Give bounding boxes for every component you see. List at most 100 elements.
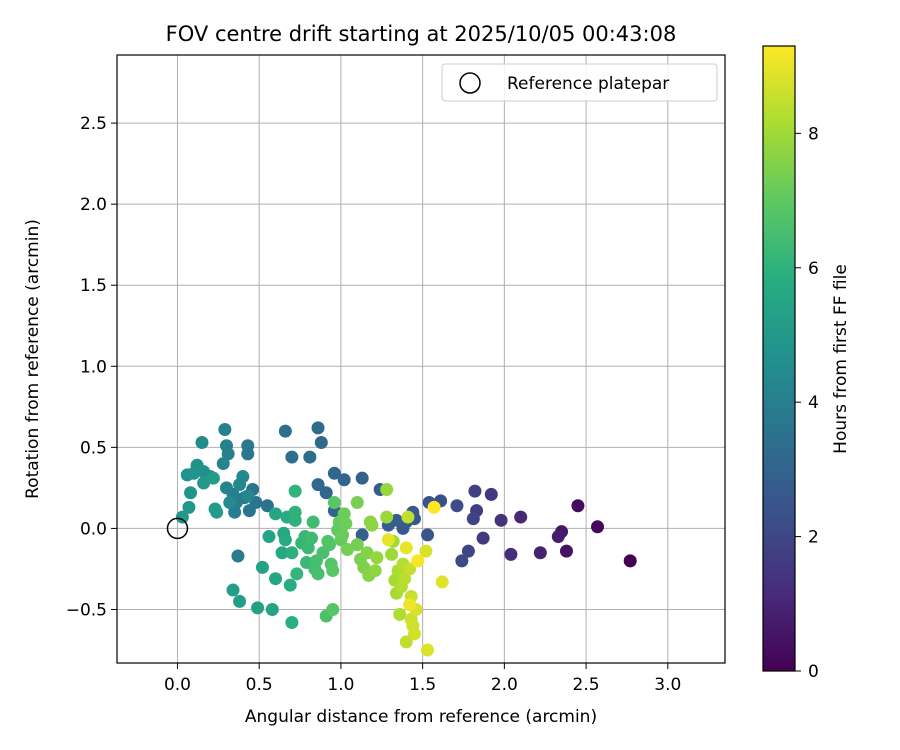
data-point (504, 547, 518, 561)
data-point (290, 567, 304, 581)
data-point (195, 435, 209, 449)
data-point (461, 544, 475, 558)
data-point (326, 564, 340, 578)
data-point (399, 541, 413, 555)
x-axis-label: Angular distance from reference (arcmin) (245, 707, 597, 727)
data-point (355, 471, 369, 485)
data-point (206, 471, 220, 485)
data-point (484, 487, 498, 501)
data-point (285, 450, 299, 464)
colorbar-ticks: 0 2 4 6 8 (795, 124, 819, 682)
data-point (262, 530, 276, 544)
y-tick-label: 0.5 (80, 438, 107, 458)
data-point (435, 575, 449, 589)
data-point (275, 546, 289, 560)
data-point (365, 518, 379, 532)
data-point (591, 520, 605, 534)
data-point (450, 499, 464, 513)
data-point (311, 567, 325, 581)
data-point (184, 486, 198, 500)
data-point (241, 489, 255, 503)
data-point (398, 572, 412, 586)
data-point (399, 635, 413, 649)
data-point (303, 450, 317, 464)
data-point (401, 510, 415, 524)
data-point (403, 598, 417, 612)
y-tick-label: 0.0 (80, 519, 107, 539)
data-point (278, 424, 292, 438)
data-point (175, 510, 189, 524)
data-point (419, 544, 433, 558)
data-point (380, 510, 394, 524)
data-point (285, 615, 299, 629)
y-tick-label: 2.5 (80, 114, 107, 134)
data-point (385, 547, 399, 561)
data-point (288, 505, 302, 519)
data-point (182, 500, 196, 514)
data-point (571, 499, 585, 513)
x-tick-label: 1.0 (327, 675, 354, 695)
data-point (285, 546, 299, 560)
data-point (241, 439, 255, 453)
data-point (455, 554, 469, 568)
data-point (255, 560, 269, 574)
data-point (427, 500, 441, 514)
colorbar-tick-label: 2 (808, 528, 819, 548)
data-point (260, 499, 274, 513)
data-point (265, 602, 279, 616)
data-point (623, 554, 637, 568)
y-axis-label: Rotation from reference (arcmin) (23, 219, 43, 499)
data-point (322, 538, 336, 552)
x-tick-label: 0.5 (246, 675, 273, 695)
data-point (468, 484, 482, 498)
data-point (494, 513, 508, 527)
y-tick-label: 1.0 (80, 357, 107, 377)
chart-title: FOV centre drift starting at 2025/10/05 … (166, 22, 677, 46)
legend-label-reference: Reference platepar (507, 74, 669, 94)
x-tick-label: 1.5 (409, 675, 436, 695)
colorbar-tick-label: 8 (808, 124, 819, 144)
data-point (403, 562, 417, 576)
x-tick-label: 2.5 (573, 675, 600, 695)
reference-platepar-marker (166, 517, 189, 540)
data-point (220, 481, 234, 495)
colorbar-frame (762, 45, 796, 672)
data-point (278, 533, 292, 547)
colorbar-gradient (763, 46, 795, 671)
colorbar-label: Hours from first FF file (831, 264, 851, 454)
legend-box (441, 63, 718, 102)
data-point (407, 627, 421, 641)
data-point (306, 515, 320, 529)
data-point (368, 564, 382, 578)
x-tick-label: 2.0 (491, 675, 518, 695)
data-point (466, 512, 480, 526)
x-tick-label: 0.0 (164, 675, 191, 695)
data-point (421, 528, 435, 542)
x-tick-label: 3.0 (654, 675, 681, 695)
scatter-points (175, 421, 637, 657)
x-axis-ticks: 0.0 0.5 1.0 1.5 2.0 2.5 3.0 (164, 663, 681, 695)
y-tick-label: 1.5 (80, 276, 107, 296)
data-point (197, 476, 211, 490)
data-point (233, 478, 247, 492)
data-point (326, 602, 340, 616)
data-point (220, 439, 234, 453)
data-point (340, 543, 354, 557)
data-point (327, 495, 341, 509)
data-point (242, 504, 256, 518)
legend-marker-reference (459, 72, 481, 94)
data-point (187, 466, 201, 480)
data-point (559, 544, 573, 558)
data-point (269, 572, 283, 586)
data-point (208, 502, 222, 516)
colorbar: 0 2 4 6 8 Hours from first FF file (762, 45, 851, 682)
plot-frame (116, 54, 726, 664)
data-point (223, 495, 237, 509)
colorbar-tick-label: 0 (808, 662, 819, 682)
colorbar-tick-label: 4 (808, 393, 819, 413)
data-point (411, 554, 425, 568)
data-point (231, 549, 245, 563)
data-point (337, 473, 351, 487)
data-point (319, 486, 333, 500)
